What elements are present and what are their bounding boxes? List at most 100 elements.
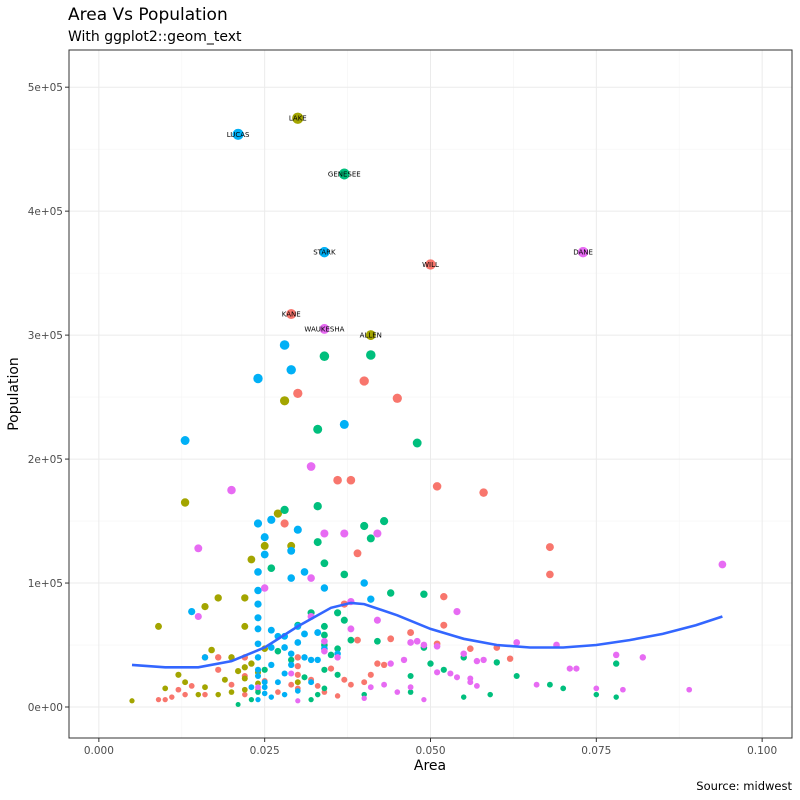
data-point-in xyxy=(294,679,301,686)
data-point-in xyxy=(215,691,221,698)
data-point-in xyxy=(241,664,248,671)
data-point-wi xyxy=(447,670,454,677)
data-point-wi xyxy=(321,647,328,655)
data-point-mi xyxy=(235,701,241,708)
data-point-mi xyxy=(261,666,268,673)
data-point-mi xyxy=(301,674,308,681)
data-point-in xyxy=(248,660,255,667)
data-point-mi xyxy=(546,681,553,688)
data-point-mi xyxy=(386,589,395,597)
point-label: LUCAS xyxy=(227,131,250,139)
data-point-wi xyxy=(347,625,355,633)
data-point-in xyxy=(195,691,202,698)
data-point-il xyxy=(341,676,348,683)
point-label: STARK xyxy=(313,249,336,257)
data-point-mi xyxy=(366,350,376,360)
data-point-oh xyxy=(254,640,262,648)
data-point-oh xyxy=(279,340,290,350)
data-point-oh xyxy=(188,608,196,616)
data-point-wi xyxy=(467,679,474,686)
data-point-il xyxy=(432,482,442,491)
data-point-mi xyxy=(340,616,348,624)
data-point-oh xyxy=(314,656,321,664)
point-labels: LAKE LUCAS GENESEE DANE STARK WILL KANEWAUKESH… xyxy=(227,115,593,340)
data-point-oh xyxy=(261,679,268,686)
data-point-il xyxy=(440,593,448,601)
point-label: DANE xyxy=(573,249,593,257)
data-point-oh xyxy=(254,600,262,608)
data-point-mi xyxy=(407,672,414,680)
data-point-in xyxy=(247,555,256,564)
data-point-in xyxy=(221,676,228,683)
data-point-mi xyxy=(380,517,389,526)
data-point-mi xyxy=(313,502,322,511)
y-tick-label: 4e+05 xyxy=(28,206,63,218)
data-point-wi xyxy=(421,696,427,703)
x-tick-label: 0.025 xyxy=(250,745,280,757)
data-point-mi xyxy=(274,647,282,655)
data-point-wi xyxy=(433,642,441,650)
data-point-wi xyxy=(227,485,236,495)
data-point-oh xyxy=(254,625,262,633)
data-point-oh xyxy=(367,595,375,603)
data-point-oh xyxy=(201,654,209,661)
chart-subtitle: With ggplot2::geom_text xyxy=(68,29,242,45)
data-point-il xyxy=(359,376,369,386)
smooth-line-group xyxy=(131,601,723,669)
labeled-data-point xyxy=(338,168,350,180)
data-point-in xyxy=(228,654,235,661)
data-point-oh xyxy=(281,691,288,698)
data-point-wi xyxy=(407,684,414,691)
data-point-mi xyxy=(374,637,381,645)
point-label: WAUKESHA xyxy=(304,325,344,333)
data-point-in xyxy=(175,671,182,678)
data-point-in xyxy=(279,396,290,406)
data-point-oh xyxy=(301,654,308,661)
data-point-mi xyxy=(334,645,341,653)
data-point-mi xyxy=(493,659,500,666)
data-point-in xyxy=(180,498,190,507)
data-point-mi xyxy=(420,590,428,598)
data-point-oh xyxy=(254,666,262,673)
data-point-wi xyxy=(513,639,521,646)
data-point-wi xyxy=(639,654,647,661)
data-point-oh xyxy=(180,436,190,445)
data-point-il xyxy=(392,393,402,403)
data-point-il xyxy=(380,661,388,669)
data-point-il xyxy=(367,671,374,678)
data-point-mi xyxy=(319,351,330,361)
data-point-mi xyxy=(407,689,414,695)
point-label: ALLEN xyxy=(360,332,382,340)
data-point-oh xyxy=(268,694,275,700)
data-point-wi xyxy=(473,657,481,665)
data-point-in xyxy=(260,541,269,550)
data-point-wi xyxy=(373,616,381,624)
y-tick-label: 0e+00 xyxy=(28,702,63,714)
data-point-oh xyxy=(267,515,276,524)
data-point-in xyxy=(241,675,248,682)
data-point-wi xyxy=(367,684,374,691)
data-point-in xyxy=(235,668,242,675)
data-point-mi xyxy=(267,564,276,573)
data-point-oh xyxy=(293,525,302,534)
data-point-oh xyxy=(294,639,302,646)
data-point-il xyxy=(293,388,303,399)
data-point-il xyxy=(294,662,301,670)
data-point-wi xyxy=(593,685,600,692)
data-point-mi xyxy=(412,438,422,448)
data-point-il xyxy=(294,654,302,661)
data-point-il xyxy=(354,636,361,644)
data-point-wi xyxy=(413,637,421,645)
data-point-mi xyxy=(340,570,349,579)
data-point-oh xyxy=(339,419,349,429)
data-point-il xyxy=(387,635,395,643)
x-tick-label: 0.100 xyxy=(747,745,777,757)
data-point-wi xyxy=(573,665,580,672)
data-point-wi xyxy=(620,686,626,693)
data-point-wi xyxy=(320,529,329,538)
data-point-il xyxy=(479,488,488,497)
labeled-data-point xyxy=(425,259,436,270)
data-point-wi xyxy=(381,681,388,688)
data-point-mi xyxy=(460,694,467,700)
data-point-oh xyxy=(360,579,368,587)
